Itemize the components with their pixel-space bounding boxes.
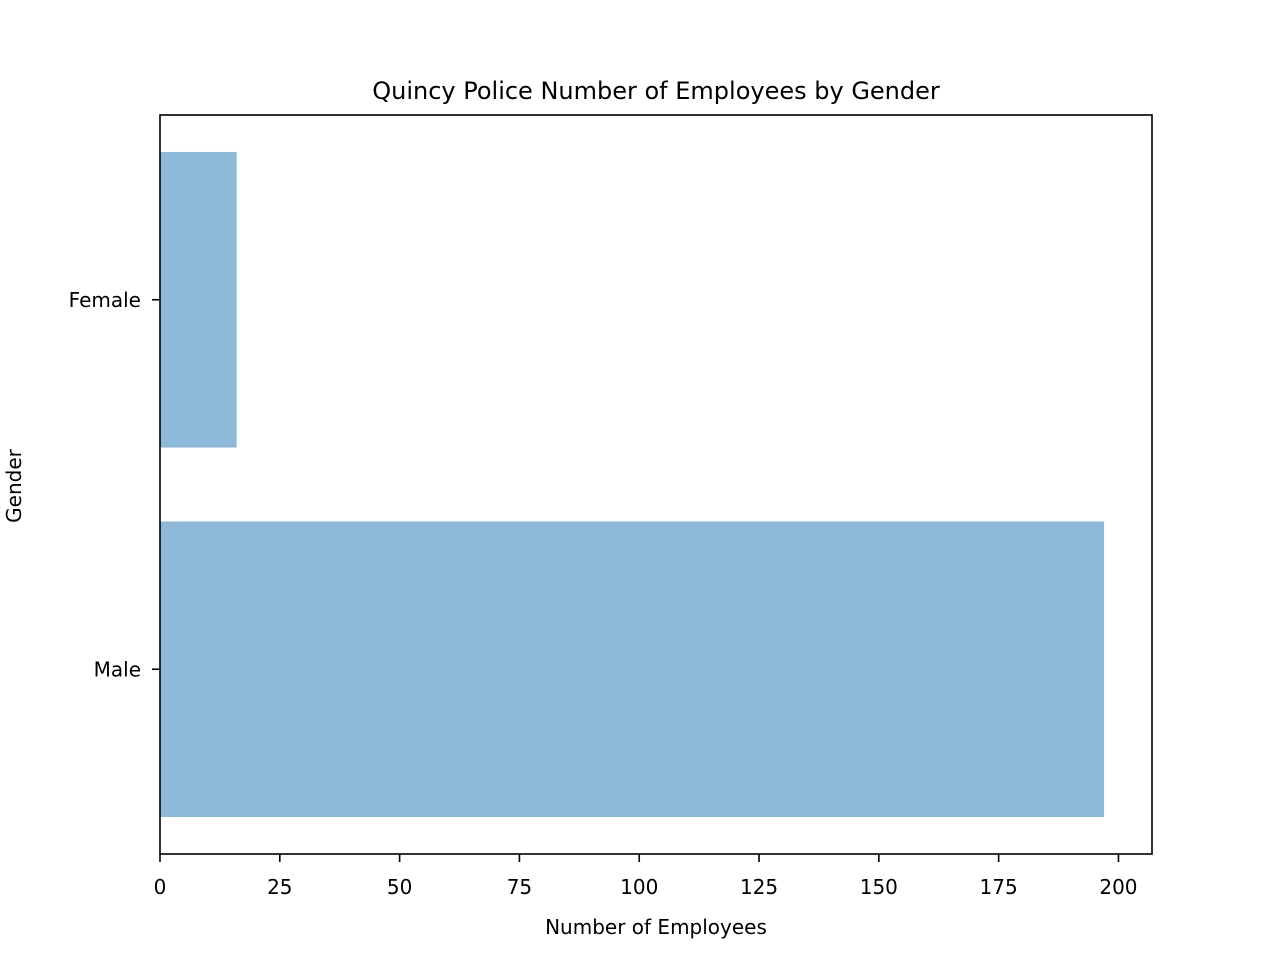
x-axis-label: Number of Employees — [545, 915, 767, 939]
y-tick-label: Male — [94, 657, 141, 681]
y-axis-label: Gender — [2, 448, 26, 522]
x-tick-label: 25 — [267, 875, 292, 899]
bar-male — [160, 521, 1105, 818]
x-tick-label: 100 — [620, 875, 658, 899]
plot-frame — [159, 114, 1153, 855]
bars-layer — [160, 151, 1105, 818]
x-axis: 0 25 50 75 100 125 150 175 200 — [154, 854, 1138, 899]
y-axis: Female Male — [69, 288, 160, 681]
x-tick-label: 75 — [507, 875, 532, 899]
x-tick-label: 200 — [1099, 875, 1137, 899]
y-tick-label: Female — [69, 288, 141, 312]
x-tick-label: 150 — [860, 875, 898, 899]
chart-title: Quincy Police Number of Employees by Gen… — [372, 77, 940, 105]
bar-female — [160, 151, 237, 448]
x-tick-label: 50 — [387, 875, 412, 899]
x-tick-label: 125 — [740, 875, 778, 899]
x-tick-label: 175 — [980, 875, 1018, 899]
x-tick-label: 0 — [154, 875, 167, 899]
